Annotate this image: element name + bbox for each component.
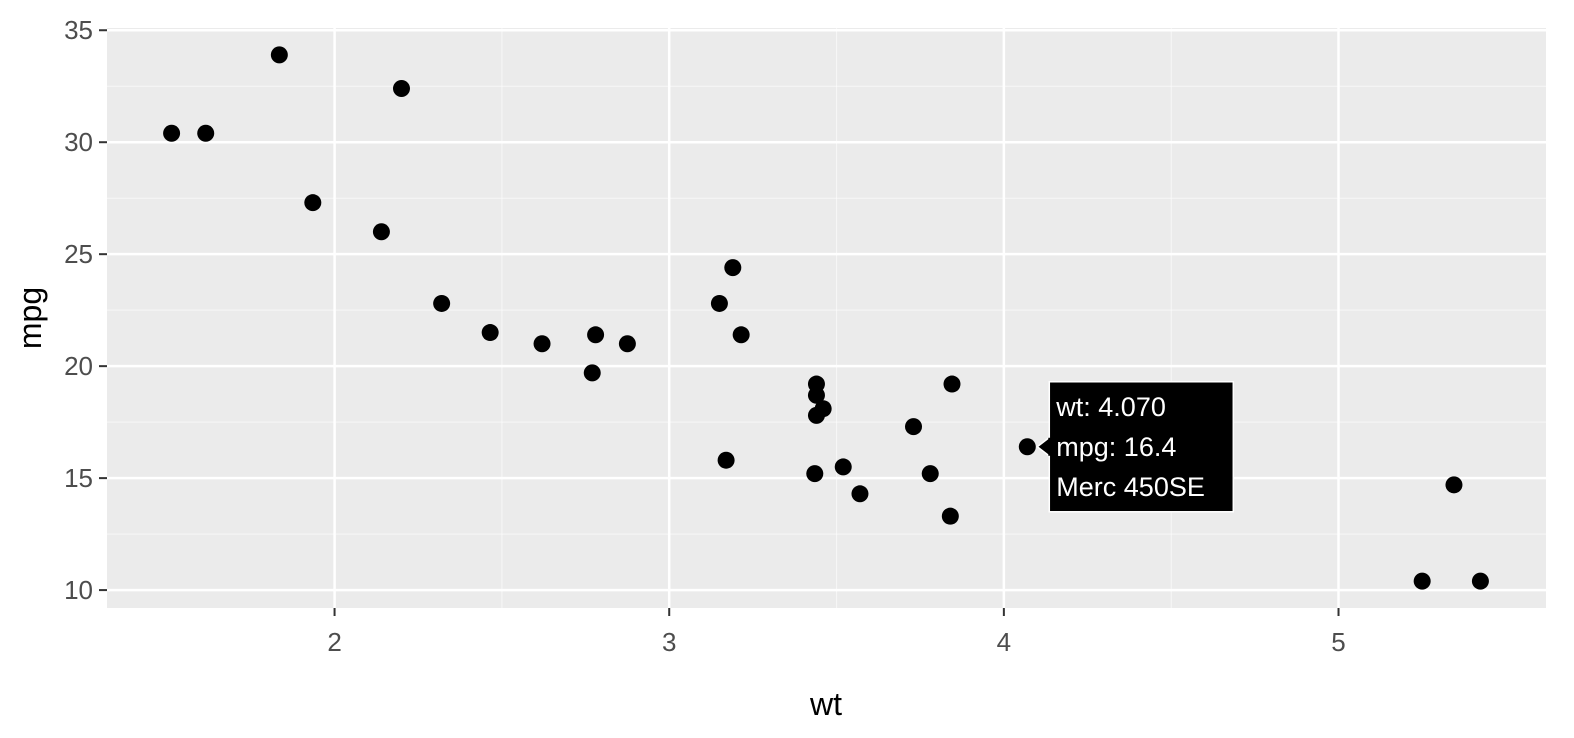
y-tick-label: 15 — [64, 463, 93, 493]
data-point[interactable] — [717, 451, 735, 469]
data-point[interactable] — [163, 124, 181, 142]
y-tick-label: 10 — [64, 575, 93, 605]
data-point[interactable] — [372, 223, 390, 241]
y-tick-label: 30 — [64, 127, 93, 157]
data-point[interactable] — [304, 194, 322, 212]
data-point[interactable] — [921, 465, 939, 483]
data-point[interactable] — [710, 294, 728, 312]
data-point[interactable] — [807, 375, 825, 393]
data-point[interactable] — [587, 326, 605, 344]
data-point[interactable] — [197, 124, 215, 142]
data-point[interactable] — [807, 406, 825, 424]
y-axis: 10 15 20 25 30 35 — [64, 15, 107, 605]
tooltip-line: wt: 4.070 — [1055, 392, 1166, 422]
x-axis: 2 3 4 5 — [327, 608, 1346, 657]
plot-panel — [107, 28, 1546, 608]
y-tick-label: 35 — [64, 15, 93, 45]
x-tick-label: 5 — [1331, 627, 1345, 657]
x-axis-title: wt — [809, 686, 842, 722]
data-point[interactable] — [1445, 476, 1463, 494]
tooltip-line: Merc 450SE — [1056, 472, 1205, 502]
data-point[interactable] — [834, 458, 852, 476]
tooltip-line: mpg: 16.4 — [1056, 432, 1176, 462]
data-point[interactable] — [583, 364, 601, 382]
x-tick-label: 4 — [997, 627, 1011, 657]
data-point[interactable] — [941, 507, 959, 525]
data-point[interactable] — [481, 324, 499, 342]
data-point[interactable] — [724, 259, 742, 277]
data-point[interactable] — [618, 335, 636, 353]
y-tick-label: 20 — [64, 351, 93, 381]
data-point[interactable] — [392, 79, 410, 97]
data-point[interactable] — [1018, 438, 1036, 456]
x-tick-label: 2 — [327, 627, 341, 657]
x-tick-label: 3 — [662, 627, 676, 657]
data-point[interactable] — [1413, 572, 1431, 590]
y-tick-label: 25 — [64, 239, 93, 269]
data-point[interactable] — [1471, 572, 1489, 590]
tooltip-box — [1048, 381, 1235, 513]
data-point[interactable] — [433, 294, 451, 312]
data-points — [163, 46, 1489, 590]
data-point[interactable] — [851, 485, 869, 503]
y-axis-title: mpg — [12, 287, 48, 349]
data-point[interactable] — [533, 335, 551, 353]
tooltip-joint — [1048, 437, 1052, 456]
data-point[interactable] — [905, 418, 923, 436]
hover-tooltip: wt: 4.070 mpg: 16.4 Merc 450SE — [1036, 381, 1235, 513]
data-point[interactable] — [806, 465, 824, 483]
data-point[interactable] — [270, 46, 288, 64]
data-point[interactable] — [732, 326, 750, 344]
data-point[interactable] — [943, 375, 961, 393]
gridlines — [107, 28, 1546, 608]
